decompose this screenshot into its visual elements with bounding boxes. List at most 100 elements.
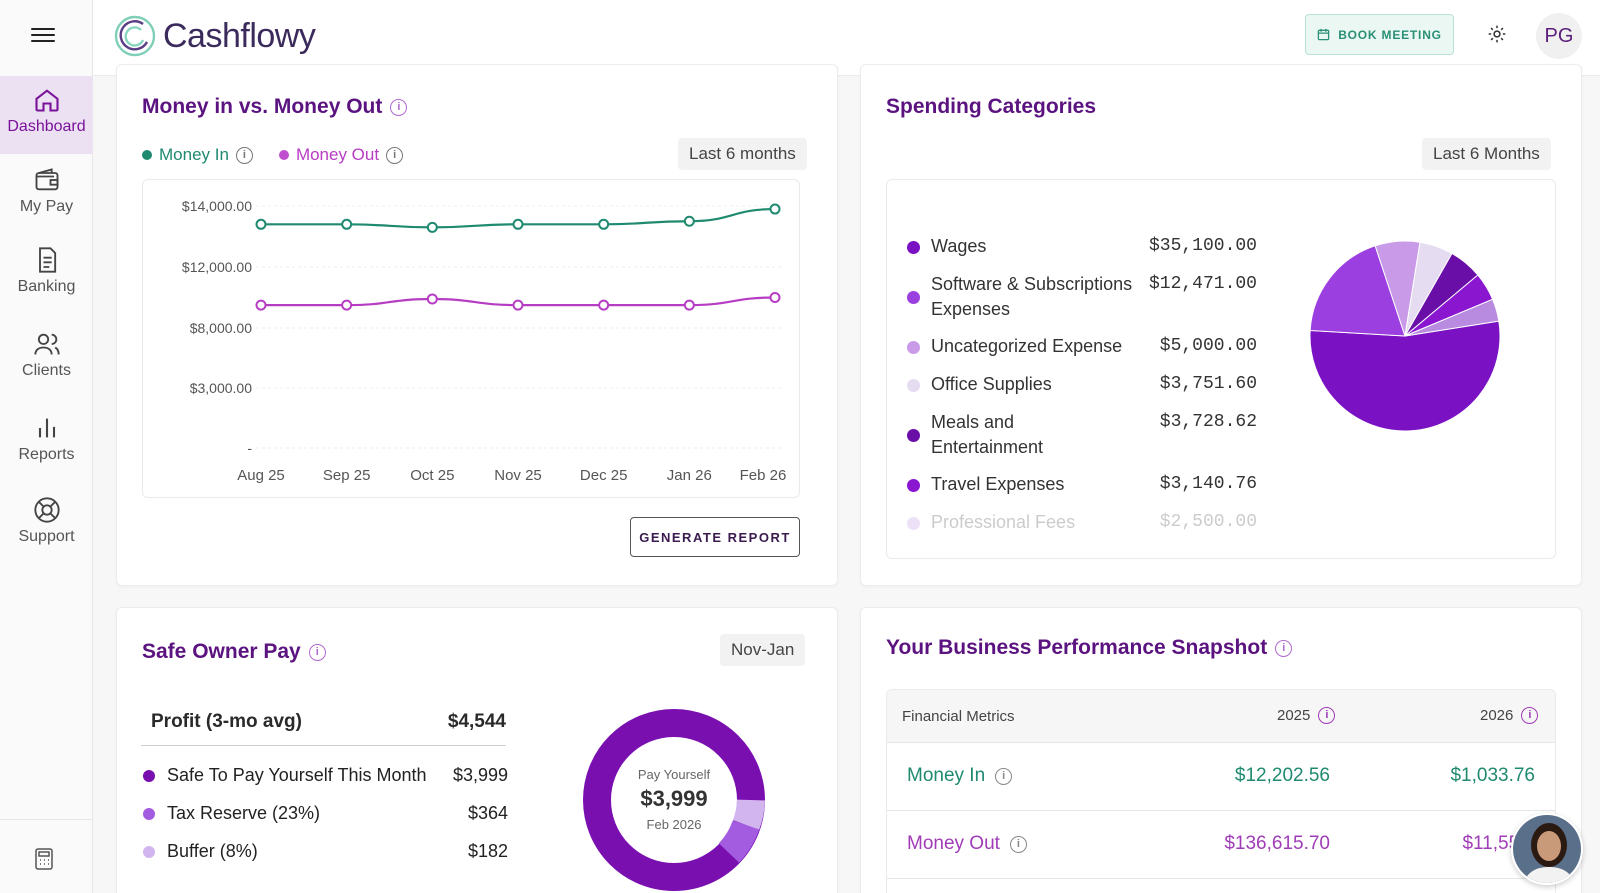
row-value: $364: [467, 803, 508, 823]
data-point[interactable]: [598, 218, 610, 230]
pie-slice[interactable]: [1309, 320, 1501, 432]
data-point[interactable]: [512, 299, 524, 311]
sidebar-item-label: Reports: [18, 446, 75, 463]
category-amount: $5,000.00: [1159, 336, 1257, 356]
document-icon: [38, 247, 56, 273]
gear-icon[interactable]: [1487, 24, 1507, 44]
category-name: Wages: [931, 236, 987, 256]
range-selector[interactable]: Last 6 months: [678, 138, 807, 170]
info-icon[interactable]: i: [1275, 639, 1293, 657]
data-point[interactable]: [341, 299, 353, 311]
legend-dot-out: [278, 150, 289, 160]
sidebar-item-dashboard[interactable]: Dashboard: [0, 76, 93, 154]
sidebar-item-banking[interactable]: Banking: [0, 236, 93, 314]
sidebar: Dashboard My Pay Banking Clients Reports…: [0, 0, 93, 893]
category-amount: $2,500.00: [1159, 512, 1257, 532]
safe-pay-range[interactable]: Nov-Jan: [720, 634, 806, 666]
list-item[interactable]: Software & Subscriptions Expenses $12,47…: [907, 272, 1257, 322]
info-icon[interactable]: i: [386, 146, 404, 164]
legend-label-in: Money In: [159, 145, 229, 164]
wallet-icon: [35, 168, 58, 191]
data-point[interactable]: [769, 292, 781, 303]
category-dot: [907, 429, 920, 442]
x-tick-label: Nov 25: [494, 467, 542, 484]
data-point[interactable]: [341, 218, 353, 230]
book-meeting-button[interactable]: BOOK MEETING: [1305, 14, 1454, 55]
row-label-text: Money Out: [907, 833, 1000, 854]
app-logo[interactable]: Cashflowy: [113, 12, 316, 60]
category-name: Travel Expenses: [931, 474, 1065, 494]
user-avatar[interactable]: PG: [1536, 13, 1582, 59]
data-point[interactable]: [769, 203, 781, 215]
legend-money-out: Money Out i: [278, 145, 404, 165]
category-amount: $3,728.62: [1159, 412, 1257, 432]
info-icon[interactable]: i: [390, 98, 408, 116]
data-point[interactable]: [683, 215, 695, 227]
row-dot: [143, 769, 155, 782]
pie-slice[interactable]: [1309, 245, 1406, 337]
table-row[interactable]: Money In i $12,202.56 $1,033.76: [887, 743, 1555, 811]
info-icon[interactable]: i: [308, 643, 326, 661]
col-header-metrics: Financial Metrics: [902, 708, 1015, 725]
x-tick-label: Oct 25: [410, 467, 454, 484]
cell-2025: $136,615.70: [1224, 833, 1330, 854]
data-point[interactable]: [426, 221, 438, 233]
generate-report-button[interactable]: GENERATE REPORT: [630, 517, 800, 557]
performance-card: Your Business Performance Snapshot i Fin…: [860, 607, 1582, 893]
row-label: Tax Reserve (23%): [167, 803, 321, 823]
category-name: Meals and Entertainment: [931, 412, 1044, 457]
performance-title: Your Business Performance Snapshot i: [886, 636, 1293, 660]
spending-panel: Wages $35,100.00 Software & Subscription…: [886, 179, 1556, 559]
data-point[interactable]: [683, 299, 695, 311]
data-point[interactable]: [512, 218, 524, 230]
logo-swirl-icon: [114, 15, 156, 57]
x-tick-label: Feb 26: [740, 467, 787, 484]
category-dot: [907, 479, 920, 492]
category-amount: $3,751.60: [1159, 374, 1257, 394]
y-tick-label: $14,000.00: [182, 198, 252, 214]
info-icon[interactable]: i: [1009, 835, 1027, 853]
legend-label-out: Money Out: [295, 145, 380, 164]
book-meeting-label: BOOK MEETING: [1338, 27, 1442, 42]
support-agent-avatar[interactable]: [1511, 813, 1583, 885]
calendar-icon: [1317, 28, 1330, 41]
data-point[interactable]: [426, 293, 438, 305]
category-name: Professional Fees: [931, 512, 1076, 532]
row-label-text: Money In: [907, 765, 986, 786]
info-icon[interactable]: i: [1318, 707, 1336, 724]
col-header-label: 2025: [1277, 707, 1311, 724]
y-tick-label: $3,000.00: [190, 380, 252, 396]
y-tick-label: $8,000.00: [190, 320, 252, 336]
data-point[interactable]: [255, 299, 267, 311]
data-point[interactable]: [598, 299, 610, 311]
cell-2025: $12,202.56: [1234, 765, 1330, 786]
info-icon[interactable]: i: [1521, 707, 1539, 724]
spending-range-selector[interactable]: Last 6 Months: [1422, 138, 1551, 170]
category-dot: [907, 241, 920, 254]
top-header: Cashflowy BOOK MEETING PG: [93, 0, 1600, 76]
divider: [141, 745, 506, 746]
sidebar-item-support[interactable]: Support: [0, 486, 93, 564]
lifebuoy-icon: [33, 497, 60, 523]
line-chart-frame: $14,000.00 $12,000.00 $8,000.00 $3,000.00 - A…: [142, 179, 800, 498]
y-tick-label: -: [247, 440, 252, 456]
calculator-icon[interactable]: [34, 848, 54, 870]
money-chart-title: Money in vs. Money Out i: [142, 95, 408, 119]
y-tick-label: $12,000.00: [182, 259, 252, 275]
list-item: Tax Reserve (23%) $364: [143, 803, 508, 824]
category-dot: [907, 517, 920, 530]
sidebar-item-label: Dashboard: [7, 118, 86, 135]
x-tick-label: Aug 25: [237, 467, 285, 484]
menu-icon[interactable]: [31, 24, 55, 48]
sidebar-item-reports[interactable]: Reports: [0, 404, 93, 482]
pie-slice[interactable]: [1404, 298, 1500, 337]
info-icon[interactable]: i: [995, 767, 1013, 785]
info-icon[interactable]: i: [235, 146, 253, 164]
card-title-text: Your Business Performance Snapshot: [886, 636, 1268, 659]
sidebar-item-clients[interactable]: Clients: [0, 320, 93, 398]
list-item[interactable]: Meals and Entertainment $3,728.62: [907, 410, 1257, 460]
data-point[interactable]: [255, 218, 267, 230]
table-row[interactable]: Money Out i $136,615.70 $11,553.: [887, 811, 1555, 879]
category-amount: $3,140.76: [1159, 474, 1257, 494]
sidebar-item-my-pay[interactable]: My Pay: [0, 156, 93, 234]
